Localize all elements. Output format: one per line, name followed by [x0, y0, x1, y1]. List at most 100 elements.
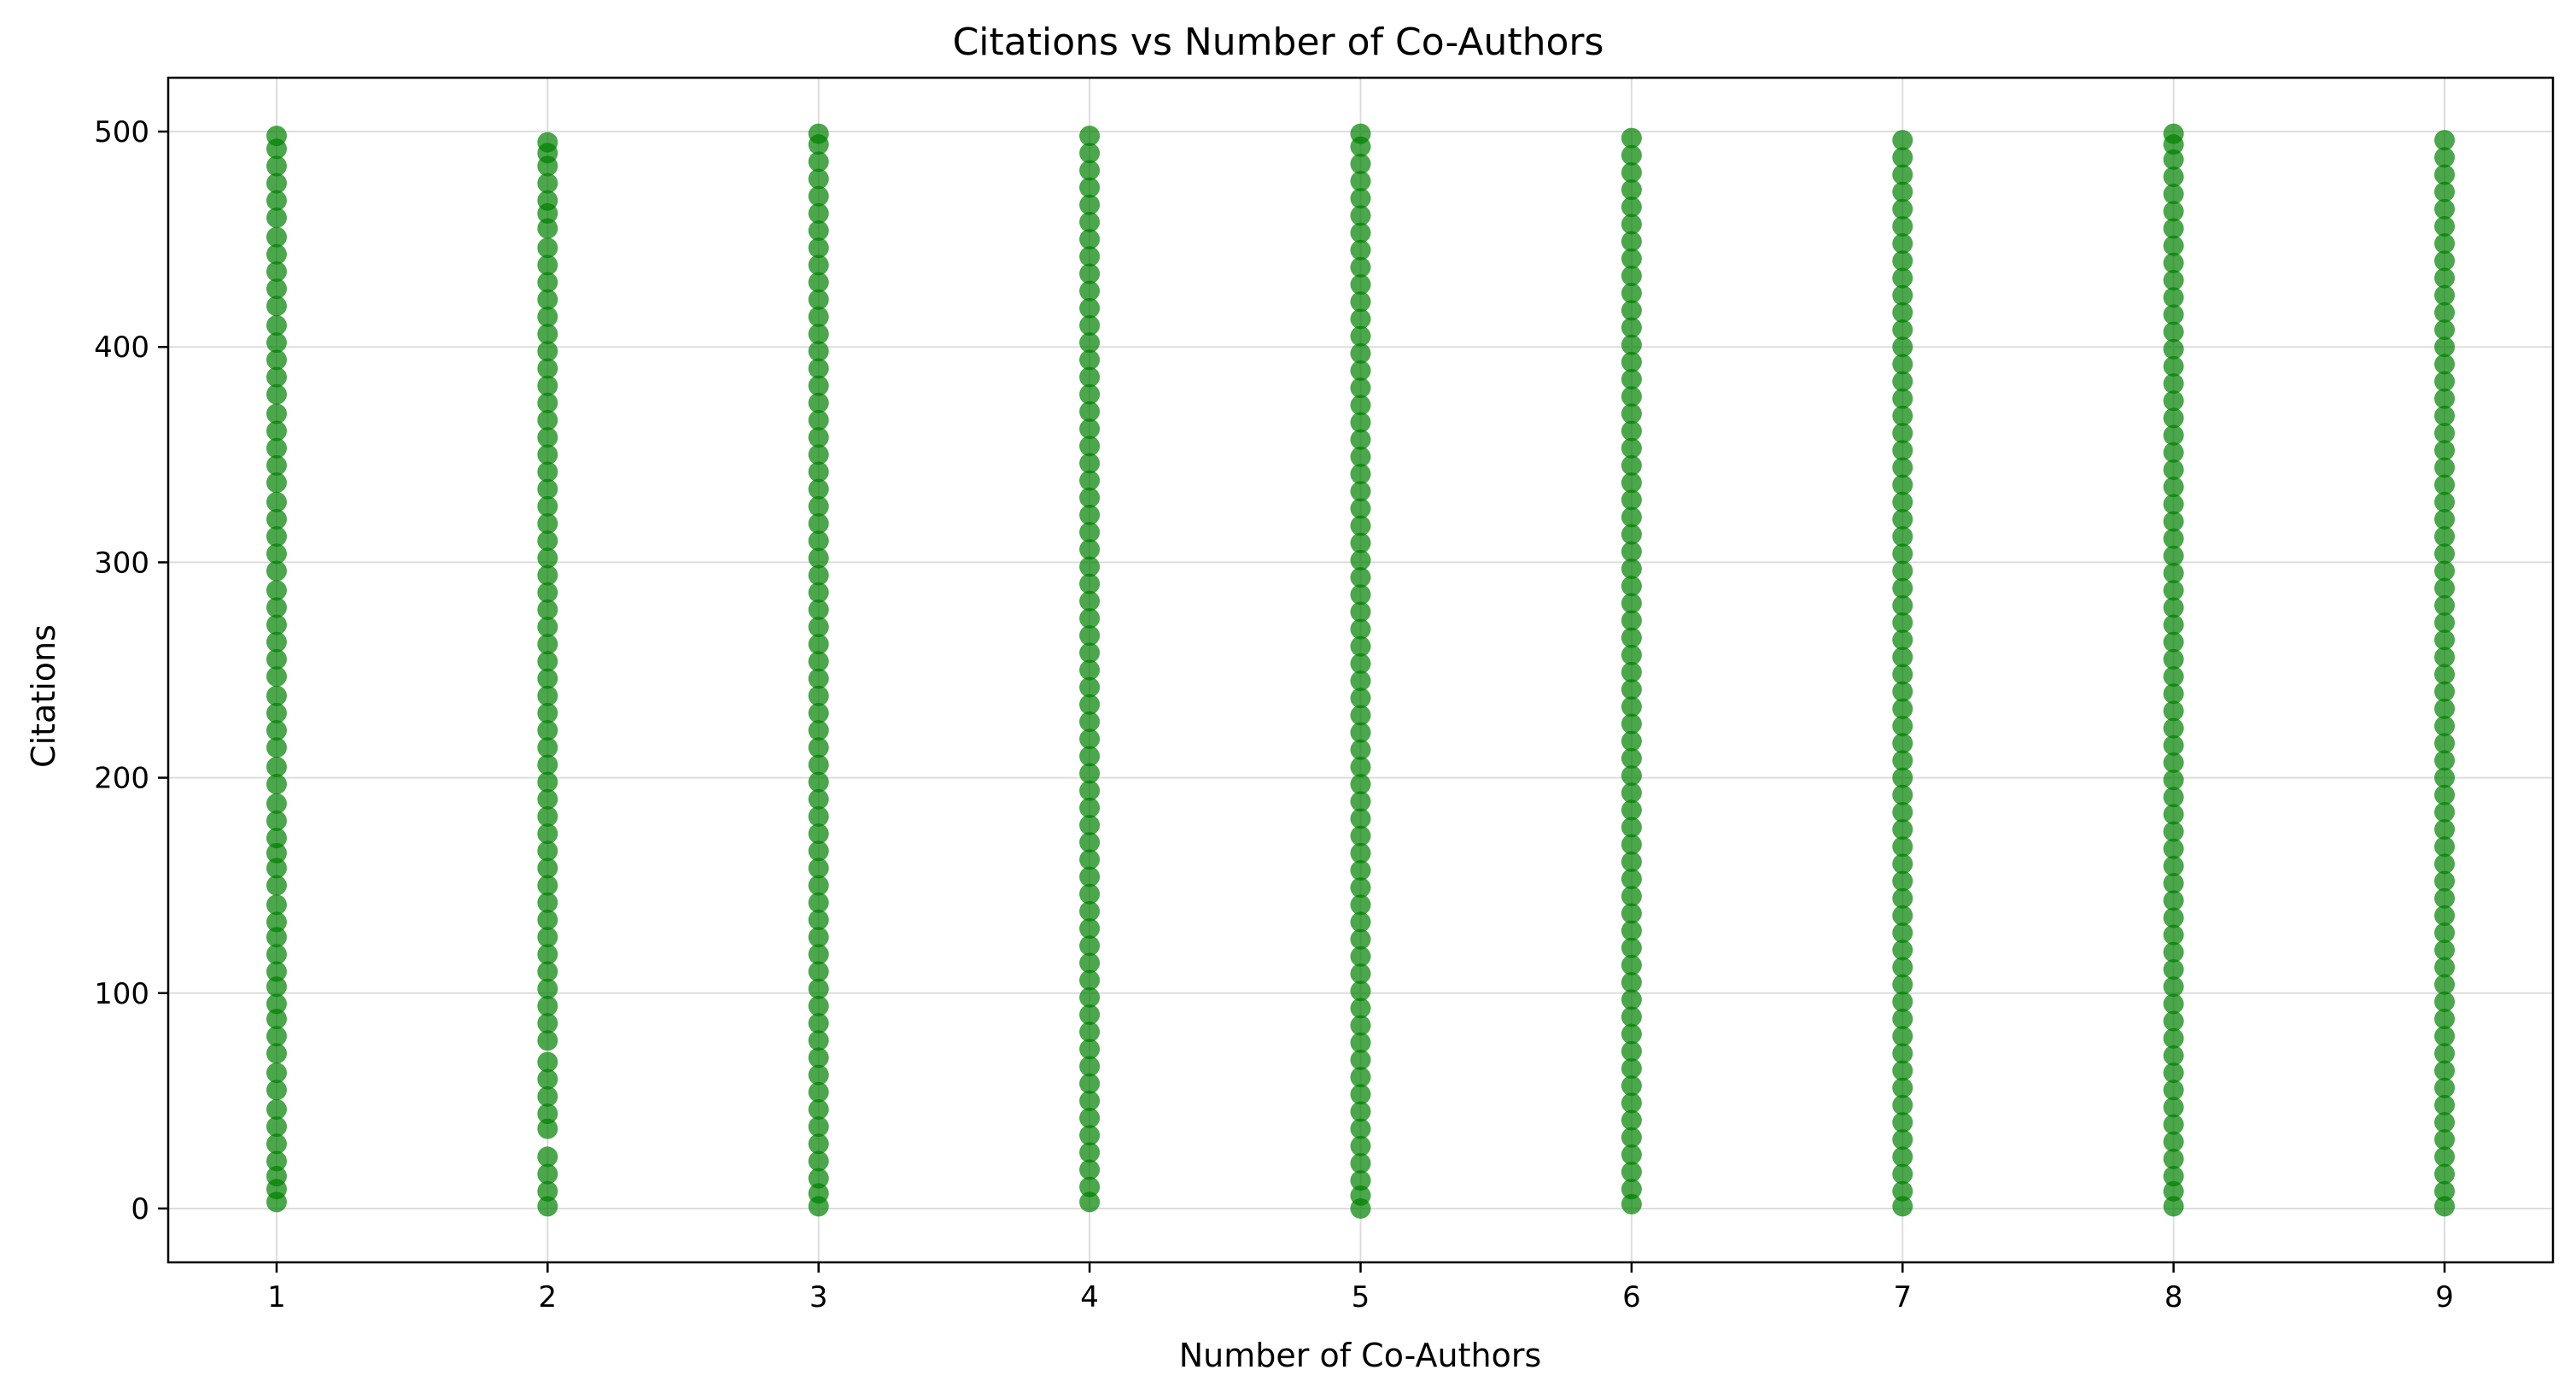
data-point-x7-47 [1892, 388, 1913, 409]
data-point-x6-48 [1621, 369, 1642, 390]
data-point-x5-57 [1350, 222, 1371, 243]
data-point-x9-52 [2434, 301, 2456, 323]
data-point-x1-24 [266, 793, 287, 814]
data-point-x5-41 [1350, 498, 1371, 519]
data-point-x2-27 [537, 720, 558, 741]
data-point-x6-47 [1621, 386, 1642, 407]
data-point-x4-6 [1079, 1090, 1101, 1111]
data-point-x7-34 [1892, 612, 1913, 634]
data-point-x2-41 [537, 478, 558, 500]
data-point-x4-12 [1079, 986, 1101, 1008]
data-point-x7-50 [1892, 337, 1913, 358]
data-point-x5-1 [1350, 1185, 1371, 1206]
data-point-x2-6 [537, 1086, 558, 1107]
data-point-x7-35 [1892, 594, 1913, 616]
data-point-x8-7 [2163, 1080, 2184, 1101]
data-point-x3-57 [808, 220, 829, 242]
data-point-x6-21 [1621, 834, 1642, 855]
data-point-x9-33 [2434, 629, 2456, 651]
data-point-x8-14 [2163, 959, 2184, 980]
data-point-x5-6 [1350, 1101, 1371, 1122]
data-point-x5-8 [1350, 1067, 1371, 1088]
data-point-x8-40 [2163, 511, 2184, 532]
data-point-x2-49 [537, 341, 558, 362]
data-point-x2-7 [537, 1068, 558, 1090]
data-point-x5-19 [1350, 877, 1371, 899]
data-point-x3-52 [808, 306, 829, 327]
data-point-x3-61 [808, 151, 829, 173]
data-point-x9-46 [2434, 405, 2456, 426]
data-point-x3-40 [808, 513, 829, 535]
data-point-x7-58 [1892, 198, 1913, 220]
data-point-x9-20 [2434, 853, 2456, 875]
data-point-x7-23 [1892, 801, 1913, 822]
data-point-x8-48 [2163, 373, 2184, 395]
data-point-x9-39 [2434, 526, 2456, 547]
data-point-x8-31 [2163, 666, 2184, 688]
data-point-x3-35 [808, 599, 829, 620]
data-point-x5-47 [1350, 395, 1371, 416]
data-point-x8-56 [2163, 235, 2184, 256]
data-point-x1-34 [266, 614, 287, 635]
data-point-x2-44 [537, 427, 558, 448]
data-point-x4-56 [1079, 229, 1101, 250]
data-point-x4-39 [1079, 522, 1101, 543]
data-point-x5-9 [1350, 1049, 1371, 1070]
data-point-x4-11 [1079, 1004, 1101, 1025]
data-point-x5-43 [1350, 464, 1371, 485]
data-point-x9-42 [2434, 474, 2456, 495]
x-tick-label-2: 2 [539, 1280, 558, 1314]
data-point-x8-59 [2163, 184, 2184, 205]
data-point-x8-13 [2163, 976, 2184, 998]
data-point-x7-46 [1892, 405, 1913, 426]
data-point-x9-57 [2434, 216, 2456, 237]
data-point-x5-59 [1350, 188, 1371, 209]
data-point-x7-22 [1892, 819, 1913, 840]
data-point-x2-32 [537, 634, 558, 655]
data-point-x2-46 [537, 392, 558, 413]
data-point-x9-38 [2434, 543, 2456, 565]
data-point-x7-54 [1892, 267, 1913, 289]
y-tick-label-100: 100 [94, 977, 149, 1011]
data-point-x2-35 [537, 582, 558, 603]
data-point-x4-54 [1079, 263, 1101, 284]
data-point-x8-24 [2163, 787, 2184, 808]
data-point-x7-62 [1892, 130, 1913, 151]
data-point-x5-49 [1350, 360, 1371, 381]
y-tick-label-0: 0 [131, 1192, 149, 1226]
data-point-x4-55 [1079, 246, 1101, 267]
y-tick-label-500: 500 [94, 115, 149, 149]
data-point-x7-5 [1892, 1112, 1913, 1133]
data-point-x5-18 [1350, 894, 1371, 916]
data-point-x3-13 [808, 978, 829, 999]
data-point-x2-25 [537, 754, 558, 776]
data-point-x9-0 [2434, 1196, 2456, 1217]
data-point-x3-55 [808, 255, 829, 276]
data-point-x1-47 [266, 383, 287, 405]
data-point-x9-62 [2434, 130, 2456, 151]
data-point-x3-39 [808, 530, 829, 552]
data-point-x2-28 [537, 702, 558, 723]
x-tick-label-6: 6 [1622, 1280, 1641, 1314]
data-point-x6-9 [1621, 1040, 1642, 1062]
data-point-x5-7 [1350, 1084, 1371, 1105]
data-point-x1-32 [266, 648, 287, 670]
data-point-x8-15 [2163, 941, 2184, 963]
data-point-x4-10 [1079, 1021, 1101, 1043]
data-point-x4-50 [1079, 332, 1101, 354]
data-point-x7-15 [1892, 939, 1913, 961]
data-point-x6-29 [1621, 696, 1642, 717]
data-point-x3-46 [808, 409, 829, 430]
data-point-x9-43 [2434, 457, 2456, 478]
data-point-x7-25 [1892, 767, 1913, 788]
data-point-x3-15 [808, 944, 829, 965]
data-point-x3-18 [808, 892, 829, 913]
data-point-x1-51 [266, 315, 287, 337]
data-point-x3-32 [808, 651, 829, 672]
data-point-x4-1 [1079, 1176, 1101, 1197]
data-point-x5-42 [1350, 481, 1371, 502]
data-point-x5-44 [1350, 446, 1371, 467]
data-point-x6-19 [1621, 869, 1642, 890]
data-point-x7-33 [1892, 629, 1913, 651]
